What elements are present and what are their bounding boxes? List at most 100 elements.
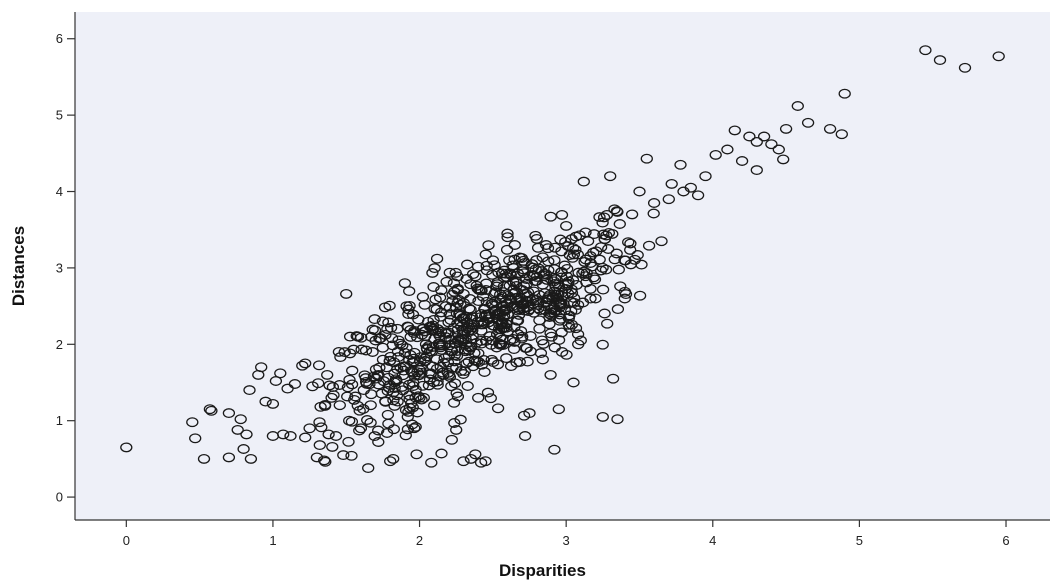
scatter-point xyxy=(640,153,653,164)
scatter-point xyxy=(445,434,458,445)
scatter-point xyxy=(478,367,491,377)
x-tick-label: 3 xyxy=(563,533,570,548)
scatter-point xyxy=(544,369,557,380)
scatter-point xyxy=(835,129,848,140)
scatter-point xyxy=(516,303,530,314)
scatter-point xyxy=(461,381,474,391)
scatter-point xyxy=(427,282,440,292)
scatter-point xyxy=(346,365,359,376)
scatter-point xyxy=(612,264,625,275)
scatter-point xyxy=(303,423,316,434)
scatter-point xyxy=(577,176,590,187)
scatter-point xyxy=(604,171,617,182)
scatter-point xyxy=(399,430,412,441)
scatter-point xyxy=(553,315,566,326)
scatter-point xyxy=(383,300,396,311)
scatter-point xyxy=(560,220,573,231)
scatter-point xyxy=(434,361,447,372)
scatter-point xyxy=(958,62,972,73)
scatter-point xyxy=(366,324,379,335)
scatter-point xyxy=(351,331,365,342)
scatter-point xyxy=(369,335,382,346)
scatter-point xyxy=(539,269,553,280)
scatter-point xyxy=(243,385,256,396)
scatter-point xyxy=(721,144,734,155)
scatter-point xyxy=(448,378,462,389)
scatter-point xyxy=(412,391,425,402)
data-points xyxy=(120,45,1005,474)
scatter-point xyxy=(321,369,334,380)
scatter-point xyxy=(409,421,422,432)
scatter-point xyxy=(329,431,343,441)
scatter-point xyxy=(463,342,476,353)
scatter-point xyxy=(493,338,506,349)
scatter-point xyxy=(312,360,326,371)
scatter-point xyxy=(299,432,312,443)
scatter-point xyxy=(515,253,528,263)
scatter-point xyxy=(417,392,430,403)
scatter-point xyxy=(222,408,236,419)
scatter-point xyxy=(222,452,236,463)
scatter-point xyxy=(584,258,597,268)
scatter-point xyxy=(306,381,319,392)
scatter-point xyxy=(325,392,338,403)
scatter-point xyxy=(633,186,646,197)
scatter-point xyxy=(428,263,441,274)
scatter-point xyxy=(435,285,448,296)
scatter-point xyxy=(284,431,297,441)
scatter-point xyxy=(511,315,525,326)
scatter-point xyxy=(482,240,495,251)
y-axis-title: Distances xyxy=(9,226,28,306)
scatter-point xyxy=(516,331,529,342)
scatter-point xyxy=(244,453,258,464)
scatter-point xyxy=(691,190,705,201)
scatter-point xyxy=(555,209,569,220)
scatter-point xyxy=(507,344,521,355)
scatter-point xyxy=(517,280,531,291)
scatter-point xyxy=(511,302,524,313)
scatter-point xyxy=(458,366,471,377)
scatter-point xyxy=(296,360,309,371)
scatter-point xyxy=(369,364,383,375)
scatter-point xyxy=(385,333,399,344)
x-tick-label: 2 xyxy=(416,533,423,548)
scatter-point xyxy=(450,346,464,356)
scatter-point xyxy=(533,290,546,301)
scatter-point xyxy=(472,296,485,307)
scatter-point xyxy=(518,431,532,441)
scatter-point xyxy=(587,247,600,258)
scatter-point xyxy=(347,344,360,355)
scatter-point xyxy=(540,274,553,285)
scatter-point xyxy=(486,255,500,266)
scatter-point xyxy=(197,453,211,464)
y-tick-label: 0 xyxy=(56,490,63,505)
scatter-point xyxy=(354,423,368,434)
scatter-point xyxy=(458,326,472,337)
scatter-point xyxy=(553,299,567,310)
scatter-point xyxy=(322,429,335,440)
scatter-point xyxy=(456,313,469,324)
scatter-point xyxy=(451,271,464,282)
scatter-point xyxy=(596,411,609,422)
scatter-point xyxy=(596,339,609,350)
scatter-point xyxy=(555,347,569,357)
scatter-point xyxy=(482,314,495,325)
scatter-point xyxy=(397,365,410,376)
scatter-point xyxy=(368,314,381,325)
scatter-point xyxy=(454,335,467,346)
scatter-point xyxy=(375,388,388,399)
scatter-point xyxy=(523,408,536,419)
scatter-point xyxy=(323,380,336,391)
scatter-point xyxy=(390,390,404,401)
scatter-point xyxy=(576,297,590,308)
scatter-point xyxy=(487,357,500,368)
scatter-point xyxy=(567,243,580,254)
scatter-point xyxy=(537,338,550,349)
scatter-point xyxy=(545,331,558,342)
scatter-point xyxy=(259,396,272,407)
scatter-point xyxy=(418,353,431,364)
scatter-point xyxy=(381,324,394,334)
scatter-point xyxy=(823,123,837,134)
scatter-point xyxy=(426,267,439,278)
scatter-point xyxy=(577,266,591,277)
